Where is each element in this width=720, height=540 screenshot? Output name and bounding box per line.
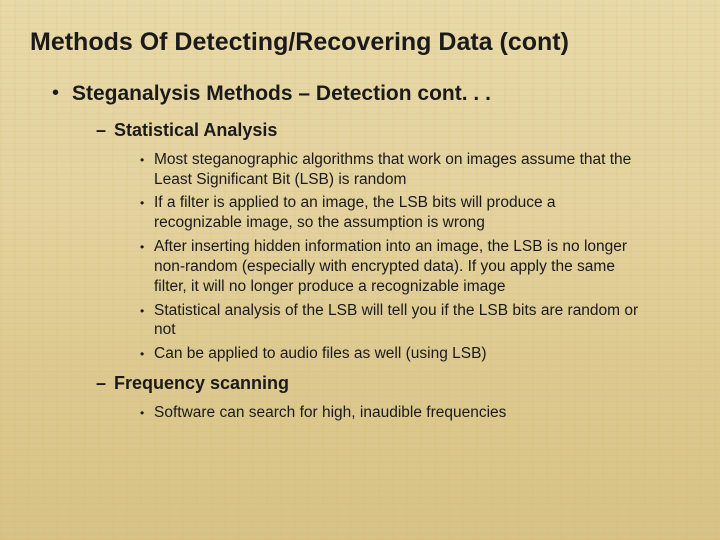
level3-item: Most steganographic algorithms that work… — [140, 150, 690, 190]
level1-item: Steganalysis Methods – Detection cont. .… — [52, 81, 690, 422]
level3-item: After inserting hidden information into … — [140, 237, 690, 296]
bullet-list-level1: Steganalysis Methods – Detection cont. .… — [30, 81, 690, 422]
level3-item: Can be applied to audio files as well (u… — [140, 344, 690, 364]
bullet-list-level2: Statistical Analysis Most steganographic… — [72, 119, 690, 422]
level3-text: Can be applied to audio files as well (u… — [154, 344, 644, 364]
level3-item: Statistical analysis of the LSB will tel… — [140, 301, 690, 341]
bullet-list-level3: Most steganographic algorithms that work… — [114, 150, 690, 364]
level3-item: Software can search for high, inaudible … — [140, 403, 690, 423]
level2-text: Statistical Analysis — [114, 120, 277, 140]
level3-text: If a filter is applied to an image, the … — [154, 193, 644, 233]
level3-text: Software can search for high, inaudible … — [154, 403, 644, 423]
bullet-list-level3: Software can search for high, inaudible … — [114, 403, 690, 423]
level3-text: After inserting hidden information into … — [154, 237, 644, 296]
level2-text: Frequency scanning — [114, 373, 289, 393]
level3-text: Most steganographic algorithms that work… — [154, 150, 644, 190]
level3-item: If a filter is applied to an image, the … — [140, 193, 690, 233]
level2-item-frequency: Frequency scanning Software can search f… — [96, 372, 690, 422]
level2-item-statistical: Statistical Analysis Most steganographic… — [96, 119, 690, 364]
level1-text: Steganalysis Methods – Detection cont. .… — [72, 82, 491, 105]
level3-text: Statistical analysis of the LSB will tel… — [154, 301, 644, 341]
slide-title: Methods Of Detecting/Recovering Data (co… — [30, 28, 690, 57]
